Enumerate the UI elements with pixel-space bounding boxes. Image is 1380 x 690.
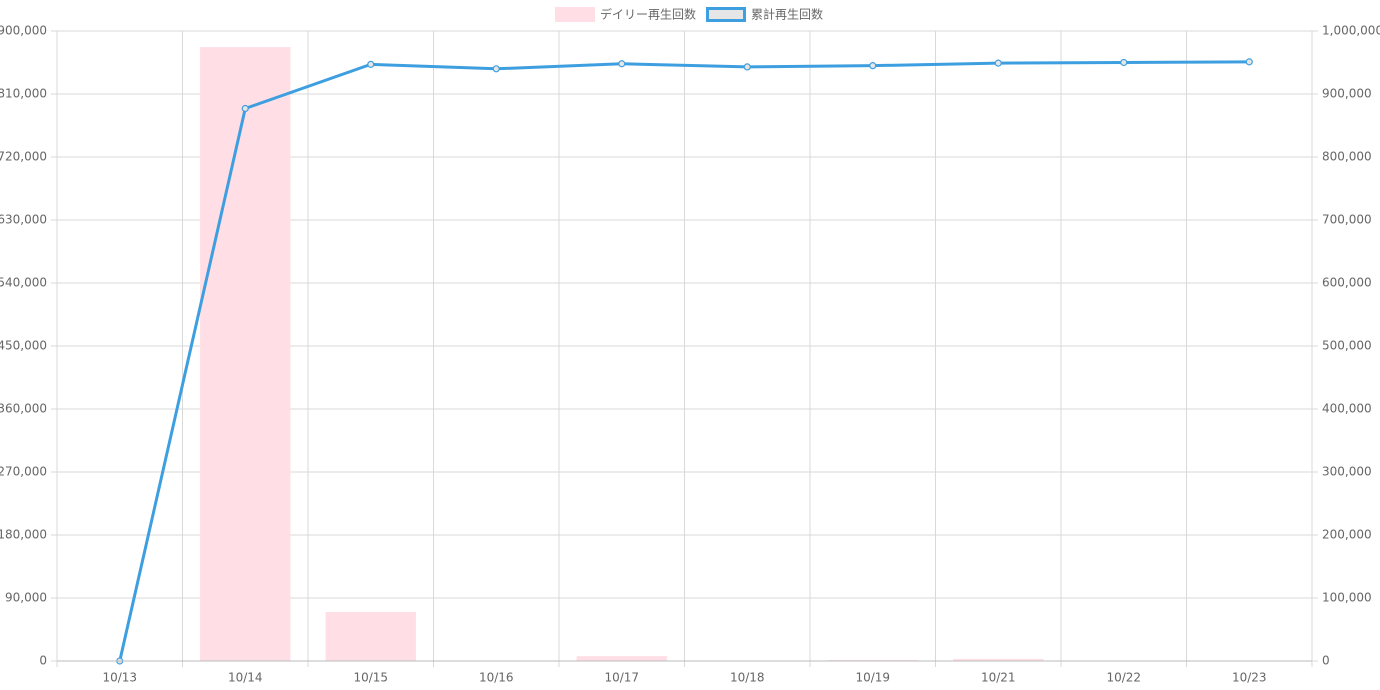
- point: [743, 63, 751, 71]
- point: [618, 60, 626, 68]
- line: [118, 60, 1250, 662]
- x-tick-label: 10/21: [981, 671, 1016, 685]
- legend-swatch: [706, 7, 747, 22]
- y-tick-label: 270,000: [0, 465, 47, 479]
- point: [994, 59, 1002, 67]
- x-tick-label: 10/15: [353, 671, 388, 685]
- x-tick-label: 10/13: [102, 671, 137, 685]
- point: [241, 104, 249, 113]
- bar: [325, 612, 416, 661]
- bar: [200, 47, 291, 662]
- x-tick-label: 10/23: [1232, 671, 1267, 685]
- y2-tick-label: 900,000: [1322, 87, 1372, 101]
- y2-tick-label: 200,000: [1322, 528, 1372, 542]
- y-tick-label: 540,000: [0, 276, 47, 290]
- y-tick-label: 720,000: [0, 150, 47, 164]
- legend-label: デイリー再生回数: [600, 7, 696, 22]
- legend-swatch: [555, 7, 595, 22]
- point: [367, 60, 375, 68]
- point: [1120, 58, 1128, 67]
- y-tick-label: 360,000: [0, 402, 47, 416]
- y2-tick-label: 300,000: [1322, 465, 1372, 479]
- y2-tick-label: 500,000: [1322, 339, 1372, 353]
- point: [1245, 58, 1253, 66]
- x-tick-label: 10/19: [855, 671, 890, 685]
- bar: [576, 656, 667, 661]
- y-tick-label: 810,000: [0, 87, 47, 101]
- bar: [827, 659, 918, 661]
- y2-tick-label: 600,000: [1322, 276, 1372, 290]
- bar: [953, 658, 1044, 661]
- y-tick-label: 450,000: [0, 339, 47, 353]
- y2-tick-label: 100,000: [1322, 591, 1372, 605]
- y2-tick-label: 800,000: [1322, 150, 1372, 164]
- legend-label: 累計再生回数: [751, 7, 823, 22]
- y2-tick-label: 1,000,000: [1322, 24, 1380, 38]
- point: [869, 62, 877, 70]
- x-tick-label: 10/14: [228, 671, 263, 685]
- y2-tick-label: 700,000: [1322, 213, 1372, 227]
- x-tick-label: 10/18: [730, 671, 765, 685]
- x-tick-label: 10/17: [604, 671, 639, 685]
- y-tick-label: 180,000: [0, 528, 47, 542]
- y-tick-label: 900,000: [0, 24, 47, 38]
- y2-tick-label: 400,000: [1322, 402, 1372, 416]
- y2-tick-label: 0: [1322, 654, 1330, 668]
- y-tick-label: 630,000: [0, 213, 47, 227]
- y-tick-label: 90,000: [5, 591, 47, 605]
- y-tick-label: 0: [39, 654, 47, 668]
- x-tick-label: 10/16: [479, 671, 514, 685]
- x-tick-label: 10/22: [1106, 671, 1141, 685]
- point: [492, 65, 500, 73]
